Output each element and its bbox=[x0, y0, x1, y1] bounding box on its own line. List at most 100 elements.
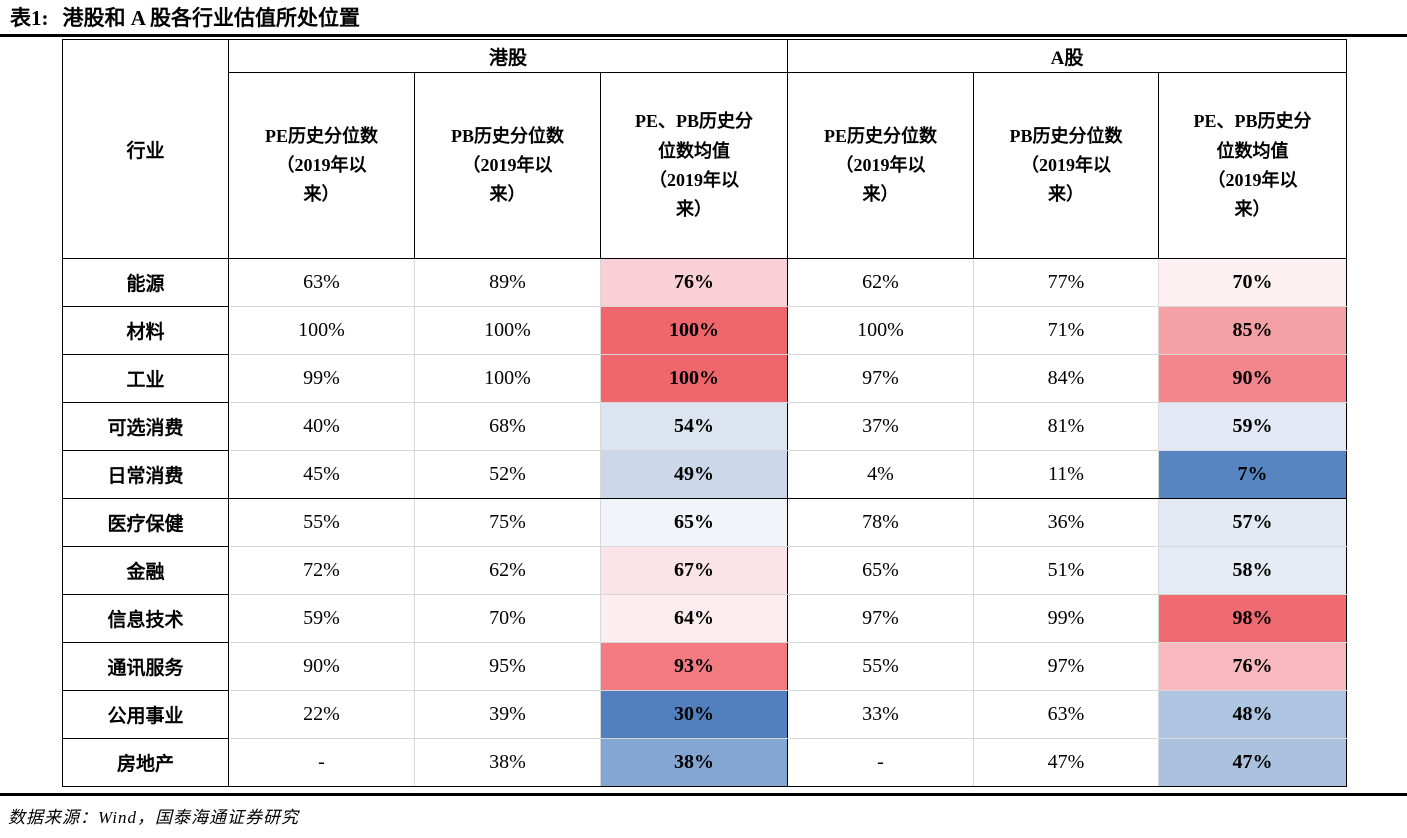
hk-pb-cell: 95% bbox=[414, 642, 601, 692]
hk-avg-cell: 67% bbox=[599, 546, 789, 596]
valuation-table: 行业 港股 A股 PE历史分位数 （2019年以 来） PB历史分位数 （201… bbox=[62, 39, 1348, 788]
a-pb-header: PB历史分位数 （2019年以 来） bbox=[973, 72, 1160, 260]
table-header: 行业 港股 A股 PE历史分位数 （2019年以 来） PB历史分位数 （201… bbox=[62, 39, 1348, 260]
a-avg-cell: 47% bbox=[1158, 738, 1348, 788]
hk-pb-cell: 75% bbox=[414, 498, 601, 548]
a-pe-cell: 100% bbox=[787, 306, 975, 356]
hk-pb-cell: 62% bbox=[414, 546, 601, 596]
table-title-prefix: 表1: bbox=[10, 6, 49, 30]
industry-cell: 金融 bbox=[62, 546, 229, 596]
industry-column-header: 行业 bbox=[62, 39, 229, 260]
hk-pe-cell: 100% bbox=[228, 306, 415, 356]
hk-pb-cell: 39% bbox=[414, 690, 601, 740]
industry-cell: 公用事业 bbox=[62, 690, 229, 740]
industry-cell: 可选消费 bbox=[62, 402, 229, 452]
a-avg-cell: 59% bbox=[1158, 402, 1348, 452]
hk-pe-cell: 40% bbox=[228, 402, 415, 452]
table-row: 可选消费 40% 68% 54% 37% 81% 59% bbox=[62, 402, 1348, 452]
a-pb-cell: 47% bbox=[973, 738, 1160, 788]
a-avg-cell: 98% bbox=[1158, 594, 1348, 644]
hk-avg-cell: 30% bbox=[599, 690, 789, 740]
a-pe-cell: 65% bbox=[787, 546, 975, 596]
hk-pe-cell: 45% bbox=[228, 450, 415, 500]
table-row: 金融 72% 62% 67% 65% 51% 58% bbox=[62, 546, 1348, 596]
a-avg-header: PE、PB历史分 位数均值 （2019年以 来） bbox=[1158, 72, 1348, 260]
hk-pe-cell: 63% bbox=[228, 258, 415, 308]
hk-pe-cell: 22% bbox=[228, 690, 415, 740]
hk-pb-cell: 70% bbox=[414, 594, 601, 644]
hk-pe-cell: 99% bbox=[228, 354, 415, 404]
hk-avg-cell: 38% bbox=[599, 738, 789, 788]
a-avg-cell: 70% bbox=[1158, 258, 1348, 308]
source-note: 数据来源：Wind，国泰海通证券研究 bbox=[8, 808, 299, 828]
a-avg-cell: 85% bbox=[1158, 306, 1348, 356]
a-pe-cell: 33% bbox=[787, 690, 975, 740]
a-avg-cell: 58% bbox=[1158, 546, 1348, 596]
industry-cell: 工业 bbox=[62, 354, 229, 404]
hk-avg-cell: 76% bbox=[599, 258, 789, 308]
industry-cell: 房地产 bbox=[62, 738, 229, 788]
sub-header-row: PE历史分位数 （2019年以 来） PB历史分位数 （2019年以 来） PE… bbox=[63, 72, 1348, 260]
a-pe-cell: 97% bbox=[787, 354, 975, 404]
hk-pb-cell: 100% bbox=[414, 306, 601, 356]
table-title-text: 港股和 A 股各行业估值所处位置 bbox=[62, 6, 361, 30]
table-row: 通讯服务 90% 95% 93% 55% 97% 76% bbox=[62, 642, 1348, 692]
footer-rule bbox=[0, 793, 1407, 797]
a-avg-cell: 90% bbox=[1158, 354, 1348, 404]
a-pe-cell: 37% bbox=[787, 402, 975, 452]
a-group-header: A股 bbox=[787, 39, 1348, 74]
hk-avg-cell: 100% bbox=[599, 306, 789, 356]
hk-pe-cell: 72% bbox=[228, 546, 415, 596]
table-row: 工业 99% 100% 100% 97% 84% 90% bbox=[62, 354, 1348, 404]
a-pb-cell: 81% bbox=[973, 402, 1160, 452]
hk-pe-cell: 55% bbox=[228, 498, 415, 548]
hk-avg-cell: 64% bbox=[599, 594, 789, 644]
a-pb-cell: 97% bbox=[973, 642, 1160, 692]
hk-avg-cell: 54% bbox=[599, 402, 789, 452]
a-pb-cell: 36% bbox=[973, 498, 1160, 548]
hk-group-header: 港股 bbox=[227, 39, 789, 74]
a-avg-cell: 57% bbox=[1158, 498, 1348, 548]
hk-pe-header: PE历史分位数 （2019年以 来） bbox=[228, 72, 415, 260]
industry-cell: 材料 bbox=[62, 306, 229, 356]
group-header-row: 行业 港股 A股 bbox=[62, 39, 1348, 260]
table-row: 材料 100% 100% 100% 100% 71% 85% bbox=[62, 306, 1348, 356]
a-pb-cell: 77% bbox=[973, 258, 1160, 308]
a-pb-cell: 63% bbox=[973, 690, 1160, 740]
a-pb-cell: 51% bbox=[973, 546, 1160, 596]
hk-pb-cell: 52% bbox=[414, 450, 601, 500]
a-avg-cell: 76% bbox=[1158, 642, 1348, 692]
industry-cell: 能源 bbox=[62, 258, 229, 308]
hk-pe-cell: 90% bbox=[228, 642, 415, 692]
hk-avg-cell: 49% bbox=[599, 450, 789, 500]
a-pe-cell: 78% bbox=[787, 498, 975, 548]
hk-pb-cell: 68% bbox=[414, 402, 601, 452]
a-pe-header: PE历史分位数 （2019年以 来） bbox=[787, 72, 975, 260]
industry-cell: 信息技术 bbox=[62, 594, 229, 644]
a-avg-cell: 7% bbox=[1158, 450, 1348, 500]
table-row: 医疗保健 55% 75% 65% 78% 36% 57% bbox=[62, 498, 1348, 548]
hk-avg-header: PE、PB历史分 位数均值 （2019年以 来） bbox=[599, 72, 789, 260]
industry-cell: 通讯服务 bbox=[62, 642, 229, 692]
table-row: 房地产 -38% 38% -47% 47% bbox=[62, 738, 1348, 788]
table-row: 公用事业 22% 39% 30% 33% 63% 48% bbox=[62, 690, 1348, 740]
industry-cell: 医疗保健 bbox=[62, 498, 229, 548]
hk-avg-cell: 100% bbox=[599, 354, 789, 404]
table-row: 日常消费 45% 52% 49% 4% 11% 7% bbox=[62, 450, 1348, 500]
a-pb-cell: 71% bbox=[973, 306, 1160, 356]
table-title: 表1: 港股和 A 股各行业估值所处位置 bbox=[0, 0, 1407, 38]
a-pb-cell: 84% bbox=[973, 354, 1160, 404]
a-avg-cell: 48% bbox=[1158, 690, 1348, 740]
hk-pb-header: PB历史分位数 （2019年以 来） bbox=[414, 72, 601, 260]
hk-avg-cell: 65% bbox=[599, 498, 789, 548]
hk-pe-cell: - bbox=[228, 738, 415, 788]
industry-cell: 日常消费 bbox=[62, 450, 229, 500]
table-row: 信息技术 59% 70% 64% 97% 99% 98% bbox=[62, 594, 1348, 644]
a-pe-cell: 97% bbox=[787, 594, 975, 644]
a-pe-cell: - bbox=[787, 738, 975, 788]
hk-pb-cell: 38% bbox=[414, 738, 601, 788]
table-body: 能源 63% 89% 76% 62% 77% 70% 材料 100% 100% 100% 100% 71… bbox=[62, 258, 1348, 788]
a-pe-cell: 55% bbox=[787, 642, 975, 692]
table-row: 能源 63% 89% 76% 62% 77% 70% bbox=[62, 258, 1348, 308]
